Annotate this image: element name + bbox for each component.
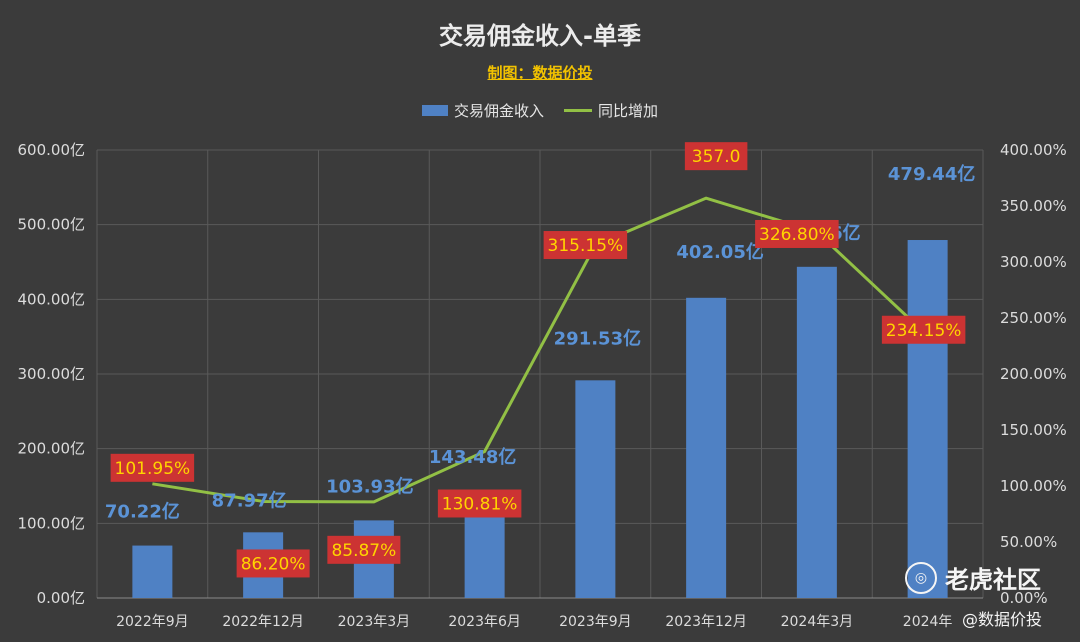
bar-data-label: 143.48亿: [429, 446, 516, 468]
legend-bar-label: 交易佣金收入: [453, 102, 544, 120]
line-data-label: 315.15%: [548, 236, 624, 256]
line-label-box: [110, 453, 195, 482]
y-left-tick-label: 300.00亿: [18, 365, 86, 383]
y-left-tick-label: 600.00亿: [18, 141, 86, 159]
bar-data-label: 402.05亿: [676, 241, 763, 263]
x-tick-label: 2024年: [903, 614, 953, 630]
bar-data-label: 291.53亿: [554, 327, 641, 349]
legend-line-label: 同比增加: [598, 102, 659, 120]
y-left-tick-label: 200.00亿: [18, 440, 86, 458]
legend-item-bar: 交易佣金收入: [421, 100, 544, 121]
chart-title: 交易佣金收入-单季: [439, 22, 641, 50]
x-tick-label: 2023年3月: [338, 614, 411, 630]
line-data-label: 85.87%: [331, 541, 396, 561]
x-tick-label: 2023年12月: [665, 614, 746, 630]
line-data-label: 101.95%: [115, 459, 191, 479]
line-data-label: 86.20%: [241, 554, 306, 574]
bar: [575, 380, 616, 598]
legend-bar-swatch: [421, 105, 448, 116]
tiger-icon: ◎: [905, 561, 937, 594]
y-right-tick-label: 200.00%: [1000, 365, 1067, 383]
line-data-label: 130.81%: [442, 494, 518, 514]
y-right-tick-label: 50.00%: [1000, 533, 1057, 551]
y-right-tick-label: 150.00%: [1000, 421, 1067, 439]
line-data-label: 326.80%: [759, 225, 835, 245]
line-data-label: 357.0: [692, 147, 741, 167]
y-right-tick-label: 100.00%: [1000, 477, 1067, 495]
bar-data-label: 103.93亿: [326, 475, 413, 497]
y-right-tick-label: 300.00%: [1000, 253, 1067, 271]
line-label-box: [236, 549, 310, 578]
y-left-tick-label: 0.00亿: [37, 589, 85, 607]
line-label-box: [684, 142, 748, 171]
line-label-box: [327, 535, 401, 564]
x-tick-label: 2023年9月: [559, 614, 632, 630]
bar: [796, 266, 837, 598]
x-tick-label: 2023年6月: [448, 614, 521, 630]
bar-data-label: 87.97亿: [212, 489, 287, 511]
line-label-box: [543, 231, 628, 260]
x-tick-label: 2022年9月: [116, 614, 189, 630]
bar: [686, 297, 727, 598]
legend-line-swatch: [564, 109, 592, 112]
y-right-tick-label: 0.00%: [1000, 589, 1048, 607]
chart-subtitle: 制图：数据价投: [487, 64, 593, 82]
x-tick-label: 2024年3月: [781, 614, 854, 630]
x-tick-label: 2022年12月: [222, 614, 303, 630]
y-right-tick-label: 350.00%: [1000, 197, 1067, 215]
watermark-brand: 老虎社区: [945, 566, 1041, 594]
bar: [132, 545, 173, 598]
y-left-tick-label: 400.00亿: [18, 290, 86, 308]
line-label-box: [755, 219, 839, 248]
bar-data-label: 479.44亿: [888, 163, 975, 185]
y-right-tick-label: 250.00%: [1000, 309, 1067, 327]
line-data-label: 234.15%: [886, 321, 962, 341]
legend-item-line: 同比增加: [564, 100, 658, 121]
y-left-tick-label: 100.00亿: [18, 514, 86, 532]
line-label-box: [881, 315, 966, 344]
bar: [907, 240, 948, 598]
y-left-tick-label: 500.00亿: [18, 216, 86, 234]
line-label-box: [437, 489, 522, 518]
watermark: ◎ 老虎社区: [905, 560, 1041, 595]
legend: 交易佣金收入 同比增加: [0, 100, 1080, 121]
y-right-tick-label: 400.00%: [1000, 141, 1067, 159]
watermark-handle: @数据价投: [962, 610, 1043, 629]
bar-data-label: 70.22亿: [105, 501, 180, 523]
